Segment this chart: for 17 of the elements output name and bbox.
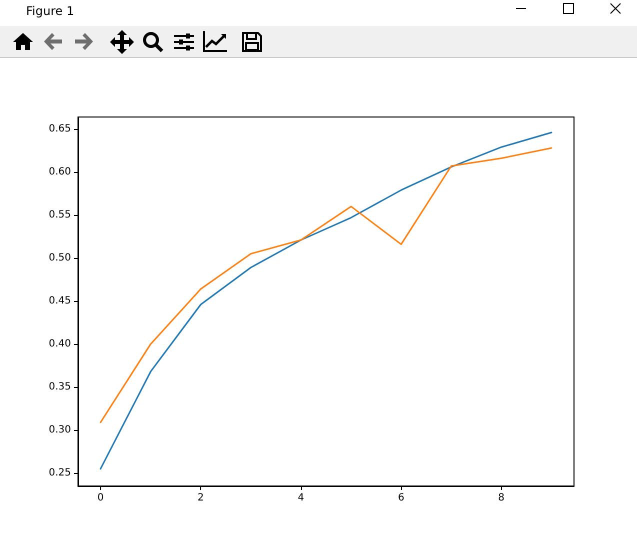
y-tick-label: 0.55 bbox=[48, 210, 71, 221]
y-tick-label: 0.30 bbox=[48, 424, 71, 436]
x-tick-label: 0 bbox=[97, 492, 104, 504]
line-series bbox=[100, 132, 552, 470]
y-tick-label: 0.35 bbox=[48, 382, 71, 393]
x-tick-label: 8 bbox=[498, 492, 505, 504]
x-tick-label: 6 bbox=[398, 492, 404, 504]
y-tick-label: 0.50 bbox=[48, 252, 71, 264]
y-tick-label: 0.65 bbox=[48, 124, 71, 135]
y-tick-label: 0.40 bbox=[48, 338, 71, 350]
y-tick-label: 0.60 bbox=[48, 166, 71, 178]
line-series bbox=[100, 147, 552, 424]
x-tick-label: 4 bbox=[298, 492, 304, 504]
x-tick-label: 2 bbox=[198, 492, 204, 504]
y-tick-label: 0.45 bbox=[48, 296, 71, 307]
y-tick-label: 0.25 bbox=[48, 468, 71, 479]
caption: Figure 1 bbox=[26, 4, 74, 18]
